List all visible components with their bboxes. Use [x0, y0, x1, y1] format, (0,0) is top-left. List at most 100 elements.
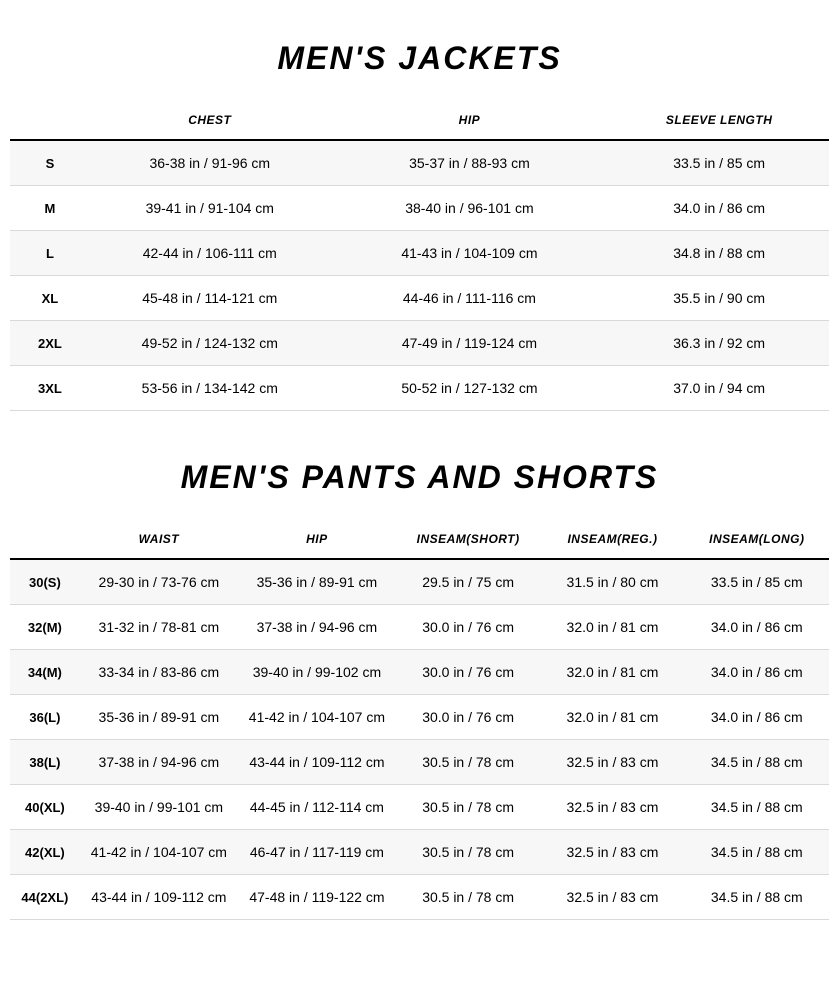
cell: 36-38 in / 91-96 cm — [90, 140, 330, 186]
cell: 33.5 in / 85 cm — [685, 559, 829, 605]
cell: 35-36 in / 89-91 cm — [80, 695, 238, 740]
table-row: 30(S) 29-30 in / 73-76 cm 35-36 in / 89-… — [10, 559, 829, 605]
jackets-title: MEN'S JACKETS — [10, 40, 829, 77]
table-row: 2XL 49-52 in / 124-132 cm 47-49 in / 119… — [10, 321, 829, 366]
cell: 32.0 in / 81 cm — [540, 605, 684, 650]
cell: 34.0 in / 86 cm — [685, 650, 829, 695]
pants-title: MEN'S PANTS AND SHORTS — [10, 459, 829, 496]
size-cell: XL — [10, 276, 90, 321]
pants-col-blank — [10, 520, 80, 559]
cell: 50-52 in / 127-132 cm — [330, 366, 610, 411]
size-cell: 34(M) — [10, 650, 80, 695]
cell: 32.5 in / 83 cm — [540, 740, 684, 785]
jackets-col-sleeve: SLEEVE LENGTH — [609, 101, 829, 140]
jackets-col-chest: CHEST — [90, 101, 330, 140]
table-row: 40(XL) 39-40 in / 99-101 cm 44-45 in / 1… — [10, 785, 829, 830]
table-row: XL 45-48 in / 114-121 cm 44-46 in / 111-… — [10, 276, 829, 321]
size-cell: 3XL — [10, 366, 90, 411]
cell: 34.0 in / 86 cm — [609, 186, 829, 231]
size-cell: 38(L) — [10, 740, 80, 785]
table-row: 38(L) 37-38 in / 94-96 cm 43-44 in / 109… — [10, 740, 829, 785]
size-cell: 42(XL) — [10, 830, 80, 875]
table-row: M 39-41 in / 91-104 cm 38-40 in / 96-101… — [10, 186, 829, 231]
cell: 37-38 in / 94-96 cm — [238, 605, 396, 650]
cell: 49-52 in / 124-132 cm — [90, 321, 330, 366]
cell: 34.8 in / 88 cm — [609, 231, 829, 276]
size-cell: S — [10, 140, 90, 186]
cell: 32.5 in / 83 cm — [540, 785, 684, 830]
jackets-table: CHEST HIP SLEEVE LENGTH S 36-38 in / 91-… — [10, 101, 829, 411]
cell: 44-45 in / 112-114 cm — [238, 785, 396, 830]
cell: 30.5 in / 78 cm — [396, 785, 540, 830]
cell: 47-49 in / 119-124 cm — [330, 321, 610, 366]
cell: 30.5 in / 78 cm — [396, 830, 540, 875]
jackets-col-hip: HIP — [330, 101, 610, 140]
cell: 31.5 in / 80 cm — [540, 559, 684, 605]
cell: 42-44 in / 106-111 cm — [90, 231, 330, 276]
cell: 39-40 in / 99-101 cm — [80, 785, 238, 830]
cell: 29.5 in / 75 cm — [396, 559, 540, 605]
table-row: 3XL 53-56 in / 134-142 cm 50-52 in / 127… — [10, 366, 829, 411]
cell: 34.5 in / 88 cm — [685, 785, 829, 830]
size-cell: L — [10, 231, 90, 276]
cell: 43-44 in / 109-112 cm — [238, 740, 396, 785]
table-row: S 36-38 in / 91-96 cm 35-37 in / 88-93 c… — [10, 140, 829, 186]
cell: 30.5 in / 78 cm — [396, 740, 540, 785]
cell: 30.5 in / 78 cm — [396, 875, 540, 920]
table-row: 42(XL) 41-42 in / 104-107 cm 46-47 in / … — [10, 830, 829, 875]
cell: 34.0 in / 86 cm — [685, 605, 829, 650]
size-cell: 30(S) — [10, 559, 80, 605]
table-row: 34(M) 33-34 in / 83-86 cm 39-40 in / 99-… — [10, 650, 829, 695]
cell: 39-41 in / 91-104 cm — [90, 186, 330, 231]
cell: 37-38 in / 94-96 cm — [80, 740, 238, 785]
cell: 43-44 in / 109-112 cm — [80, 875, 238, 920]
table-row: 36(L) 35-36 in / 89-91 cm 41-42 in / 104… — [10, 695, 829, 740]
cell: 35-36 in / 89-91 cm — [238, 559, 396, 605]
table-row: 32(M) 31-32 in / 78-81 cm 37-38 in / 94-… — [10, 605, 829, 650]
pants-col-ilong: INSEAM(LONG) — [685, 520, 829, 559]
cell: 45-48 in / 114-121 cm — [90, 276, 330, 321]
jackets-col-blank — [10, 101, 90, 140]
cell: 35.5 in / 90 cm — [609, 276, 829, 321]
cell: 34.5 in / 88 cm — [685, 875, 829, 920]
cell: 35-37 in / 88-93 cm — [330, 140, 610, 186]
cell: 33.5 in / 85 cm — [609, 140, 829, 186]
cell: 53-56 in / 134-142 cm — [90, 366, 330, 411]
cell: 41-42 in / 104-107 cm — [238, 695, 396, 740]
cell: 47-48 in / 119-122 cm — [238, 875, 396, 920]
cell: 38-40 in / 96-101 cm — [330, 186, 610, 231]
cell: 29-30 in / 73-76 cm — [80, 559, 238, 605]
cell: 41-42 in / 104-107 cm — [80, 830, 238, 875]
cell: 46-47 in / 117-119 cm — [238, 830, 396, 875]
pants-col-ishort: INSEAM(SHORT) — [396, 520, 540, 559]
pants-col-hip: HIP — [238, 520, 396, 559]
cell: 32.5 in / 83 cm — [540, 875, 684, 920]
cell: 33-34 in / 83-86 cm — [80, 650, 238, 695]
cell: 37.0 in / 94 cm — [609, 366, 829, 411]
cell: 41-43 in / 104-109 cm — [330, 231, 610, 276]
cell: 32.0 in / 81 cm — [540, 650, 684, 695]
cell: 44-46 in / 111-116 cm — [330, 276, 610, 321]
cell: 34.5 in / 88 cm — [685, 740, 829, 785]
size-cell: 36(L) — [10, 695, 80, 740]
cell: 30.0 in / 76 cm — [396, 650, 540, 695]
cell: 30.0 in / 76 cm — [396, 695, 540, 740]
size-cell: 32(M) — [10, 605, 80, 650]
cell: 31-32 in / 78-81 cm — [80, 605, 238, 650]
cell: 36.3 in / 92 cm — [609, 321, 829, 366]
pants-table: WAIST HIP INSEAM(SHORT) INSEAM(REG.) INS… — [10, 520, 829, 920]
pants-col-ireg: INSEAM(REG.) — [540, 520, 684, 559]
table-row: L 42-44 in / 106-111 cm 41-43 in / 104-1… — [10, 231, 829, 276]
cell: 30.0 in / 76 cm — [396, 605, 540, 650]
cell: 32.0 in / 81 cm — [540, 695, 684, 740]
size-cell: 44(2XL) — [10, 875, 80, 920]
size-cell: 2XL — [10, 321, 90, 366]
cell: 32.5 in / 83 cm — [540, 830, 684, 875]
size-cell: 40(XL) — [10, 785, 80, 830]
cell: 34.0 in / 86 cm — [685, 695, 829, 740]
size-cell: M — [10, 186, 90, 231]
table-row: 44(2XL) 43-44 in / 109-112 cm 47-48 in /… — [10, 875, 829, 920]
cell: 39-40 in / 99-102 cm — [238, 650, 396, 695]
cell: 34.5 in / 88 cm — [685, 830, 829, 875]
pants-col-waist: WAIST — [80, 520, 238, 559]
